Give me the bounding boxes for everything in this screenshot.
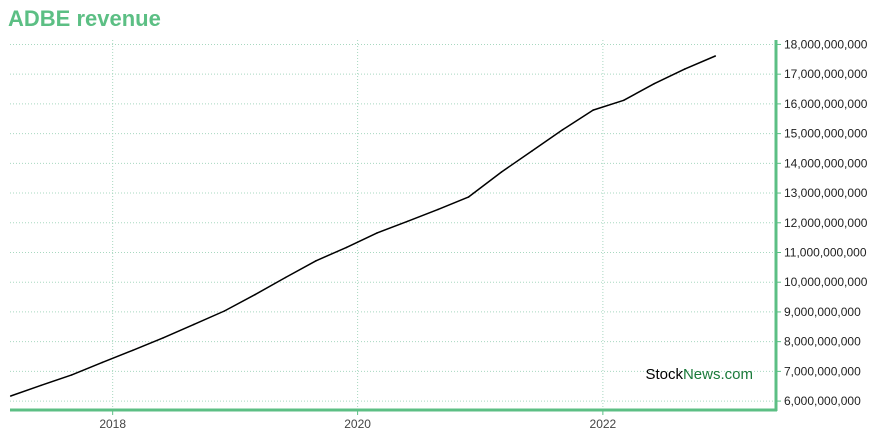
data-point bbox=[132, 349, 134, 352]
y-tick-label: 7,000,000,000 bbox=[784, 364, 861, 378]
y-tick-label: 17,000,000,000 bbox=[784, 67, 868, 81]
data-point bbox=[531, 150, 533, 152]
y-tick-label: 14,000,000,000 bbox=[784, 156, 868, 170]
stocknews-watermark: StockNews.com bbox=[645, 366, 753, 383]
grid-layer bbox=[10, 40, 776, 410]
tick-layer: 6,000,000,000 7,000,000,000 8,000,000,000 9… bbox=[99, 37, 867, 431]
data-point bbox=[254, 293, 256, 296]
data-point bbox=[406, 220, 409, 223]
y-tick-label: 11,000,000,000 bbox=[784, 245, 867, 259]
data-point bbox=[40, 384, 42, 387]
chart-title: ADBE revenue bbox=[8, 6, 161, 31]
axis-layer bbox=[10, 40, 781, 415]
x-tick-label: 2020 bbox=[344, 417, 371, 431]
data-point bbox=[500, 171, 503, 173]
data-point bbox=[70, 374, 73, 376]
x-tick-label: 2022 bbox=[590, 417, 617, 431]
y-tick-label: 13,000,000,000 bbox=[784, 186, 868, 200]
y-tick-label: 18,000,000,000 bbox=[784, 37, 868, 51]
data-point bbox=[223, 310, 226, 312]
data-point bbox=[376, 232, 378, 234]
data-point bbox=[683, 68, 686, 70]
data-point bbox=[622, 99, 625, 102]
data-point bbox=[345, 246, 348, 249]
data-point bbox=[592, 109, 594, 111]
y-tick-label: 6,000,000,000 bbox=[784, 394, 861, 408]
y-tick-label: 9,000,000,000 bbox=[784, 305, 861, 319]
data-point bbox=[714, 55, 717, 57]
series-layer bbox=[9, 55, 717, 397]
data-point bbox=[561, 129, 564, 131]
y-tick-label: 15,000,000,000 bbox=[784, 127, 868, 141]
data-point bbox=[162, 337, 165, 339]
watermark-part-news: News bbox=[683, 366, 721, 383]
y-tick-label: 8,000,000,000 bbox=[784, 335, 861, 349]
y-tick-label: 10,000,000,000 bbox=[784, 275, 868, 289]
y-tick-label: 16,000,000,000 bbox=[784, 97, 868, 111]
revenue-line bbox=[10, 55, 716, 397]
data-point bbox=[315, 260, 317, 262]
data-point bbox=[467, 196, 470, 198]
data-point bbox=[9, 395, 12, 397]
watermark-part-stock: Stock bbox=[645, 366, 683, 383]
data-point bbox=[101, 361, 104, 364]
data-point bbox=[193, 323, 195, 326]
watermark-part-com: .com bbox=[720, 366, 753, 383]
data-point bbox=[284, 276, 287, 279]
x-tick-label: 2018 bbox=[99, 417, 126, 431]
data-point bbox=[653, 82, 655, 85]
data-point bbox=[437, 208, 439, 211]
y-tick-label: 12,000,000,000 bbox=[784, 216, 868, 230]
